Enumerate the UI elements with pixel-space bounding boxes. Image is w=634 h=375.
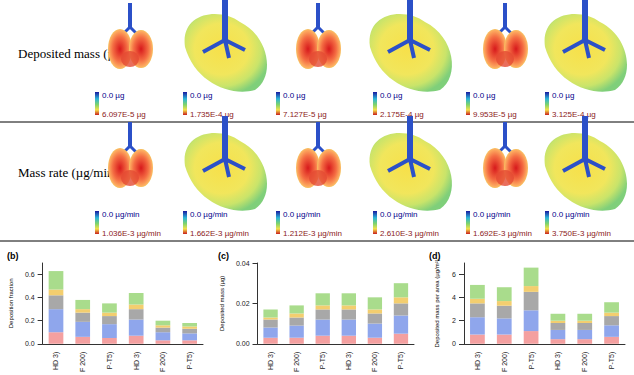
- svg-text:0.2: 0.2: [25, 317, 35, 324]
- svg-text:F 200): F 200): [501, 352, 509, 372]
- svg-text:0.0 µg: 0.0 µg: [473, 91, 495, 100]
- svg-text:1.735E-4 µg: 1.735E-4 µg: [190, 110, 234, 119]
- svg-text:0.0 µg/min: 0.0 µg/min: [473, 210, 511, 219]
- svg-text:0.02: 0.02: [236, 300, 250, 307]
- svg-text:0.0 µg/min: 0.0 µg/min: [102, 210, 140, 219]
- svg-text:0.0 µg: 0.0 µg: [283, 91, 305, 100]
- svg-text:0.04: 0.04: [236, 260, 250, 267]
- svg-text:Deposited mass (µg): Deposited mass (µg): [219, 276, 225, 331]
- svg-text:0: 0: [452, 340, 456, 347]
- svg-text:P-T5): P-T5): [319, 352, 327, 370]
- svg-text:0.0 µg: 0.0 µg: [190, 91, 212, 100]
- svg-text:0.0 µg: 0.0 µg: [380, 91, 402, 100]
- svg-text:2.175E-4 µg: 2.175E-4 µg: [380, 110, 424, 119]
- svg-text:0.0 µg/min: 0.0 µg/min: [552, 210, 590, 219]
- svg-text:1.692E-3 µg/min: 1.692E-3 µg/min: [473, 229, 532, 238]
- svg-text:2.610E-3 µg/min: 2.610E-3 µg/min: [380, 229, 439, 238]
- svg-text:0.0 µg/min: 0.0 µg/min: [380, 210, 418, 219]
- svg-text:2: 2: [452, 317, 456, 324]
- svg-text:(c): (c): [218, 251, 229, 261]
- svg-text:P-T5): P-T5): [608, 352, 616, 370]
- svg-text:P-T5): P-T5): [106, 352, 114, 370]
- svg-text:HD 3): HD 3): [474, 352, 482, 370]
- svg-text:0.0 µg/min: 0.0 µg/min: [283, 210, 321, 219]
- svg-text:Deposited mass (µg): Deposited mass (µg): [18, 46, 126, 61]
- svg-text:HD 3): HD 3): [345, 352, 353, 370]
- svg-text:3.125E-4 µg: 3.125E-4 µg: [552, 110, 596, 119]
- svg-text:HD 3): HD 3): [554, 352, 562, 370]
- svg-text:6: 6: [452, 271, 456, 278]
- svg-text:HD 3): HD 3): [133, 352, 141, 370]
- svg-text:F 200): F 200): [79, 352, 87, 372]
- svg-text:F 200): F 200): [159, 352, 167, 372]
- svg-text:7.127E-5 µg: 7.127E-5 µg: [283, 110, 327, 119]
- svg-text:P-T5): P-T5): [186, 352, 194, 370]
- svg-text:Mass rate (µg/min): Mass rate (µg/min): [18, 165, 118, 180]
- svg-text:9.953E-5 µg: 9.953E-5 µg: [473, 110, 517, 119]
- svg-text:P-T5): P-T5): [397, 352, 405, 370]
- svg-text:(d): (d): [429, 251, 441, 261]
- svg-text:1.212E-3 µg/min: 1.212E-3 µg/min: [283, 229, 342, 238]
- svg-text:0.00: 0.00: [236, 340, 250, 347]
- svg-text:0.0 µg: 0.0 µg: [552, 91, 574, 100]
- svg-text:(b): (b): [7, 251, 19, 261]
- svg-text:0.4: 0.4: [25, 294, 35, 301]
- svg-text:6.097E-5 µg: 6.097E-5 µg: [102, 110, 146, 119]
- svg-text:0.0 µg: 0.0 µg: [102, 91, 124, 100]
- svg-text:1.036E-3 µg/min: 1.036E-3 µg/min: [102, 229, 161, 238]
- svg-text:1.662E-3 µg/min: 1.662E-3 µg/min: [190, 229, 249, 238]
- svg-text:Deposited mass per area (µg/m²: Deposited mass per area (µg/m²): [434, 259, 440, 347]
- svg-text:HD 3): HD 3): [267, 352, 275, 370]
- svg-text:0.6: 0.6: [25, 271, 35, 278]
- svg-text:0.0: 0.0: [25, 340, 35, 347]
- svg-text:0.0 µg/min: 0.0 µg/min: [190, 210, 228, 219]
- svg-text:4: 4: [452, 294, 456, 301]
- svg-text:F 200): F 200): [293, 352, 301, 372]
- svg-text:P-T5): P-T5): [528, 352, 536, 370]
- svg-text:3.750E-3 µg/min: 3.750E-3 µg/min: [552, 229, 611, 238]
- svg-text:F 200): F 200): [581, 352, 589, 372]
- svg-text:HD 3): HD 3): [52, 352, 60, 370]
- svg-text:Deposition fraction: Deposition fraction: [8, 279, 14, 329]
- svg-text:F 200): F 200): [371, 352, 379, 372]
